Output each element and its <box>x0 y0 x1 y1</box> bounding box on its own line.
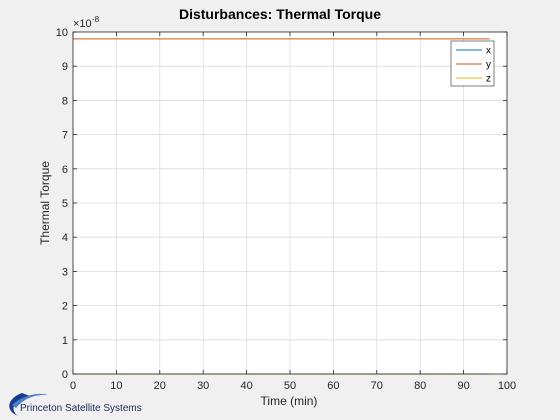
x-tick-label: 80 <box>414 380 426 392</box>
x-tick-label: 20 <box>154 380 166 392</box>
legend[interactable]: xyz <box>450 40 495 87</box>
x-tick-label: 0 <box>70 380 76 392</box>
ticks <box>72 31 508 375</box>
y-tick-label: 1 <box>62 335 68 347</box>
legend-items: xyz <box>456 46 491 85</box>
y-tick-labels: 0 1 2 3 4 5 6 7 8 9 10 <box>56 27 68 381</box>
x-tick-label: 50 <box>284 380 296 392</box>
x-tick-label: 10 <box>110 380 122 392</box>
y-tick-label: 9 <box>62 61 68 73</box>
y-tick-label: 5 <box>62 198 68 210</box>
logo-text: Princeton Satellite Systems <box>20 403 142 414</box>
y-tick-label: 7 <box>62 130 68 142</box>
y-tick-label: 3 <box>62 266 68 278</box>
legend-label-x: x <box>486 46 491 57</box>
axis-exponent: ×10 -8 <box>73 15 100 30</box>
x-tick-label: 60 <box>327 380 339 392</box>
x-tick-labels: 0 10 20 30 40 50 60 70 80 90 100 <box>70 380 516 392</box>
x-axis-label: Time (min) <box>261 394 318 408</box>
exponent-power: -8 <box>92 15 100 24</box>
logo-swoosh <box>9 393 48 416</box>
y-tick-label: 0 <box>62 369 68 381</box>
legend-label-y: y <box>486 60 491 71</box>
x-tick-label: 30 <box>197 380 209 392</box>
legend-label-z: z <box>486 74 491 85</box>
y-axis-label: Thermal Torque <box>38 161 52 245</box>
x-tick-label: 70 <box>371 380 383 392</box>
y-tick-label: 8 <box>62 95 68 107</box>
x-tick-label: 90 <box>457 380 469 392</box>
y-tick-label: 10 <box>56 27 68 39</box>
logo: Princeton Satellite Systems <box>9 393 142 416</box>
chart-title: Disturbances: Thermal Torque <box>179 6 381 22</box>
x-tick-label: 100 <box>498 380 516 392</box>
y-tick-label: 6 <box>62 164 68 176</box>
x-tick-label: 40 <box>240 380 252 392</box>
y-tick-label: 4 <box>62 232 68 244</box>
exponent-base: ×10 <box>73 18 92 30</box>
y-tick-label: 2 <box>62 301 68 313</box>
